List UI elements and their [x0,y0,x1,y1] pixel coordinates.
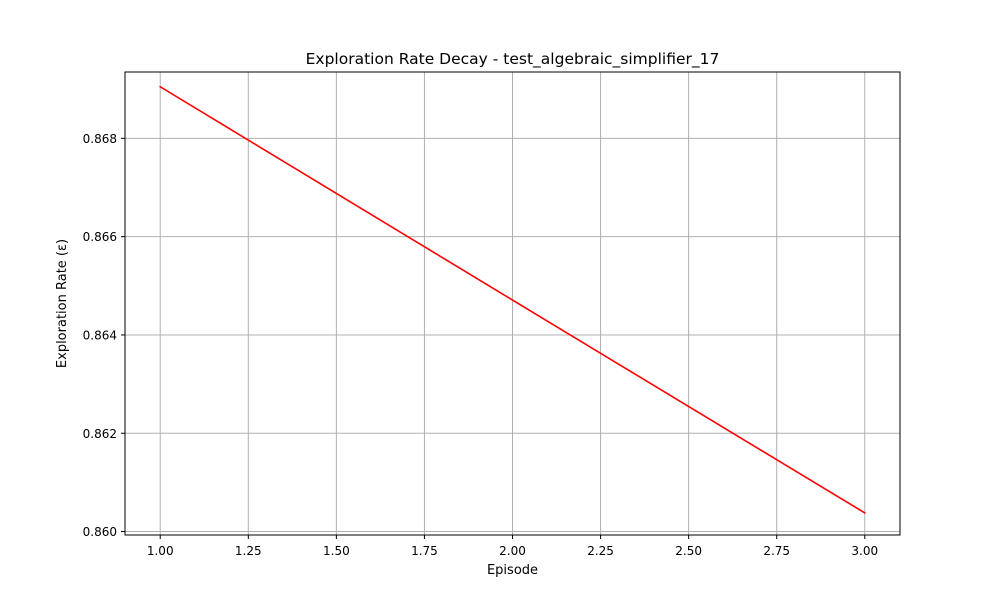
y-tick-label: 0.864 [83,328,117,342]
x-tick-label: 3.00 [851,544,878,558]
x-tick-label: 1.25 [235,544,262,558]
x-tick-label: 2.25 [587,544,614,558]
series-layer [159,85,866,514]
y-tick-label: 0.862 [83,427,117,441]
tick-layer: 1.00 1.25 1.50 1.75 2.00 2.25 2.50 2.75 3.00 0.86… [83,132,878,558]
series-line [159,85,866,514]
y-tick-label: 0.866 [83,230,117,244]
x-tick-label: 2.00 [499,544,526,558]
x-tick-label: 2.50 [675,544,702,558]
x-tick-label: 2.75 [763,544,790,558]
chart-title: Exploration Rate Decay - test_algebraic_… [306,50,720,69]
y-axis-label: Exploration Rate (ε) [55,239,70,368]
x-tick-label: 1.75 [411,544,438,558]
y-tick-label: 0.860 [83,525,117,539]
x-tick-label: 1.50 [323,544,350,558]
x-tick-label: 1.00 [147,544,174,558]
x-axis-label: Episode [487,563,538,578]
y-tick-label: 0.868 [83,132,117,146]
grid-layer [125,72,900,535]
